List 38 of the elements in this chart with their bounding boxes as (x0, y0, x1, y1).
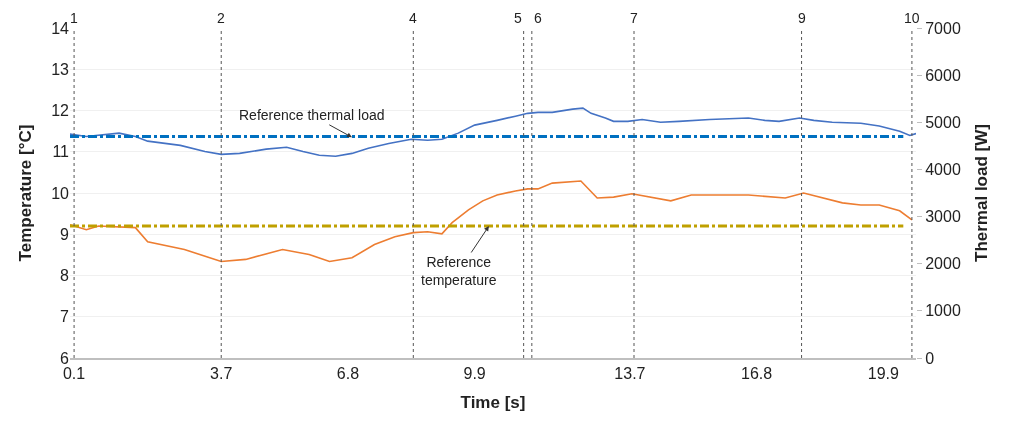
x-tick-label: 19.9 (867, 364, 899, 382)
y2-tick-label: 0 (925, 349, 935, 367)
y-tick-label: 13 (51, 60, 70, 78)
annotation: 10 (904, 10, 920, 26)
y-tick-label: 10 (51, 184, 70, 202)
annotation: 6 (534, 10, 542, 26)
x-tick-label: 13.7 (614, 364, 646, 382)
y2-tick-label: 6000 (925, 66, 961, 84)
y2-tick-label: 7000 (925, 19, 961, 37)
x-tick-label: 16.8 (741, 364, 773, 382)
y2-tick-label: 4000 (925, 161, 961, 179)
y2-tick-label: 3000 (925, 208, 961, 226)
x-tick-label: 3.7 (210, 364, 233, 382)
x-tick-label: 6.8 (336, 364, 360, 382)
annotation: Reference thermal load (239, 107, 385, 123)
y2-axis-title: Thermal load [W] (972, 124, 992, 262)
line-series (70, 107, 916, 158)
y-tick-label: 6 (60, 349, 70, 367)
x-axis-title: Time [s] (460, 392, 526, 412)
annotation: 5 (514, 10, 522, 26)
y-tick-label: 8 (60, 267, 70, 285)
x-tick-label: 9.9 (463, 364, 486, 382)
y-tick-label: 14 (51, 19, 70, 37)
annotation: Reference temperature (421, 254, 497, 289)
y-tick-label: 11 (52, 143, 70, 161)
annotation: 7 (630, 10, 638, 26)
y2-tick-label: 2000 (925, 255, 961, 273)
y-tick-label: 9 (60, 225, 70, 243)
annotation: 2 (217, 10, 225, 26)
annotation: 9 (798, 10, 806, 26)
y-tick-label: 7 (60, 308, 70, 326)
y-tick-label: 12 (51, 102, 70, 120)
y2-tick-label: 5000 (925, 113, 961, 131)
annotation: 1 (70, 10, 78, 26)
y-axis-title: Temperature [°C] (15, 124, 35, 262)
y2-tick-label: 1000 (925, 302, 961, 320)
annotation: 4 (409, 10, 417, 26)
x-tick-label: 0.1 (62, 364, 86, 382)
